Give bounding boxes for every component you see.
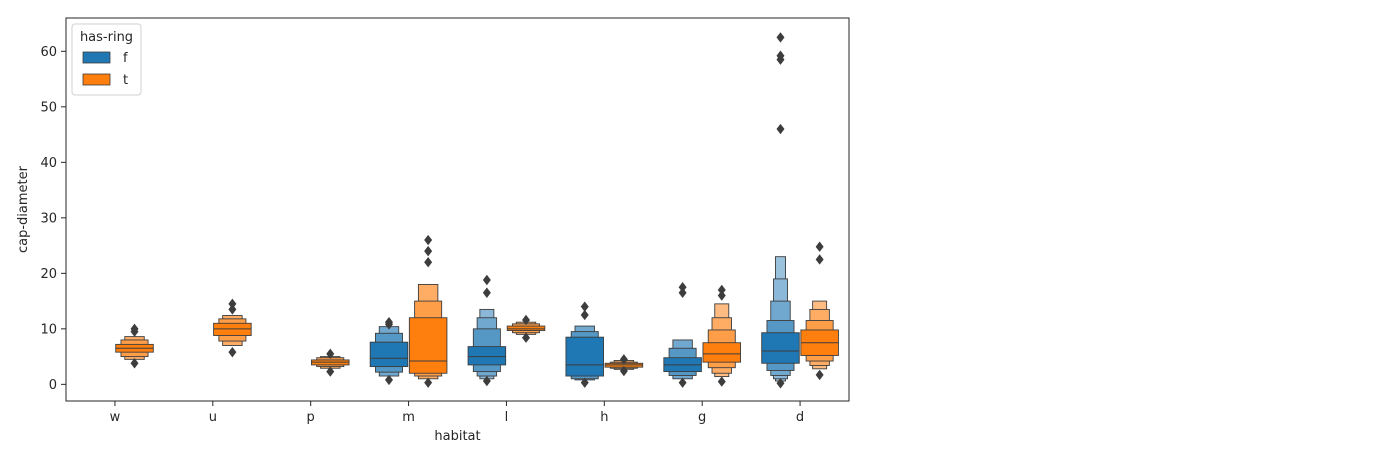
x-tick-label: h (600, 410, 608, 425)
boxen-t-d (800, 241, 839, 381)
outlier-point (384, 374, 393, 386)
outlier-point (580, 309, 589, 321)
outlier-point (678, 377, 687, 388)
outlier-point (424, 257, 433, 268)
y-tick-label: 50 (40, 100, 57, 115)
outlier-point (815, 369, 824, 381)
boxen-f-d (761, 32, 800, 389)
boxen-t-l (506, 314, 546, 343)
boxen-level (408, 317, 448, 374)
outlier-point (384, 316, 393, 328)
boxes-layer (115, 32, 839, 389)
outlier-point (580, 377, 589, 388)
y-tick-label: 0 (49, 378, 57, 393)
outlier-point (776, 123, 785, 135)
boxen-t-u (213, 298, 252, 358)
boxen-t-p (311, 348, 350, 377)
y-tick-label: 60 (40, 45, 57, 60)
outlier-point (522, 332, 531, 343)
outlier-point (815, 241, 824, 252)
boxen-t-m (408, 234, 448, 388)
boxen-level (467, 346, 507, 366)
boxen-level (761, 332, 800, 364)
outlier-point (326, 366, 335, 377)
y-tick-label: 20 (40, 267, 57, 282)
outlier-point (130, 358, 139, 369)
boxen-f-l (467, 274, 507, 387)
outlier-point (424, 234, 433, 246)
outlier-point (619, 365, 628, 377)
x-tick-label: l (505, 410, 509, 425)
outlier-point (776, 50, 785, 61)
boxen-t-h (604, 354, 644, 377)
axes-layer: 0 10 20 30 40 50 60 w u p m l h g d (40, 17, 850, 425)
outlier-point (482, 274, 491, 286)
outlier-point (130, 323, 139, 335)
outlier-point (424, 377, 433, 388)
outlier-point (482, 287, 491, 298)
y-tick-label: 10 (40, 322, 57, 337)
legend-title: has-ring (80, 30, 133, 45)
plot-frame (65, 17, 850, 402)
y-tick-label: 30 (40, 211, 57, 226)
boxen-level (565, 336, 604, 377)
x-tick-label: d (796, 410, 804, 425)
outlier-point (228, 346, 237, 358)
legend: has-ring ft (71, 23, 142, 96)
outlier-point (424, 245, 433, 257)
legend-swatch-f (82, 51, 111, 64)
boxen-level (702, 342, 742, 363)
outlier-point (522, 314, 531, 326)
x-tick-label: m (402, 410, 415, 425)
x-axis-label: habitat (434, 429, 480, 444)
boxen-level (369, 341, 409, 368)
outlier-point (776, 32, 785, 43)
outlier-point (619, 354, 628, 365)
outlier-point (717, 290, 726, 301)
y-tick-label: 40 (40, 156, 57, 171)
legend-swatch-t (82, 73, 111, 86)
outlier-point (776, 378, 785, 389)
boxen-level (213, 322, 252, 336)
boxen-f-m (369, 316, 409, 386)
boxen-t-g (702, 284, 742, 387)
outlier-point (228, 304, 237, 315)
outlier-point (717, 284, 726, 296)
outlier-point (815, 254, 824, 265)
boxen-level (506, 325, 546, 331)
x-tick-label: g (698, 410, 706, 425)
x-tick-label: w (110, 410, 121, 425)
outlier-point (678, 282, 687, 293)
x-tick-label: p (307, 410, 315, 425)
y-axis-label: cap-diameter (16, 165, 31, 253)
boxen-f-h (565, 301, 604, 388)
boxen-t-w (115, 323, 154, 369)
legend-entry-t: t (123, 73, 128, 88)
outlier-point (482, 375, 491, 387)
x-tick-label: u (209, 410, 217, 425)
outlier-point (678, 287, 687, 298)
outlier-point (228, 298, 237, 310)
boxen-f-g (663, 282, 702, 388)
outlier-point (717, 376, 726, 387)
outlier-point (580, 301, 589, 312)
outlier-point (326, 348, 335, 360)
legend-entry-f: f (123, 51, 128, 66)
